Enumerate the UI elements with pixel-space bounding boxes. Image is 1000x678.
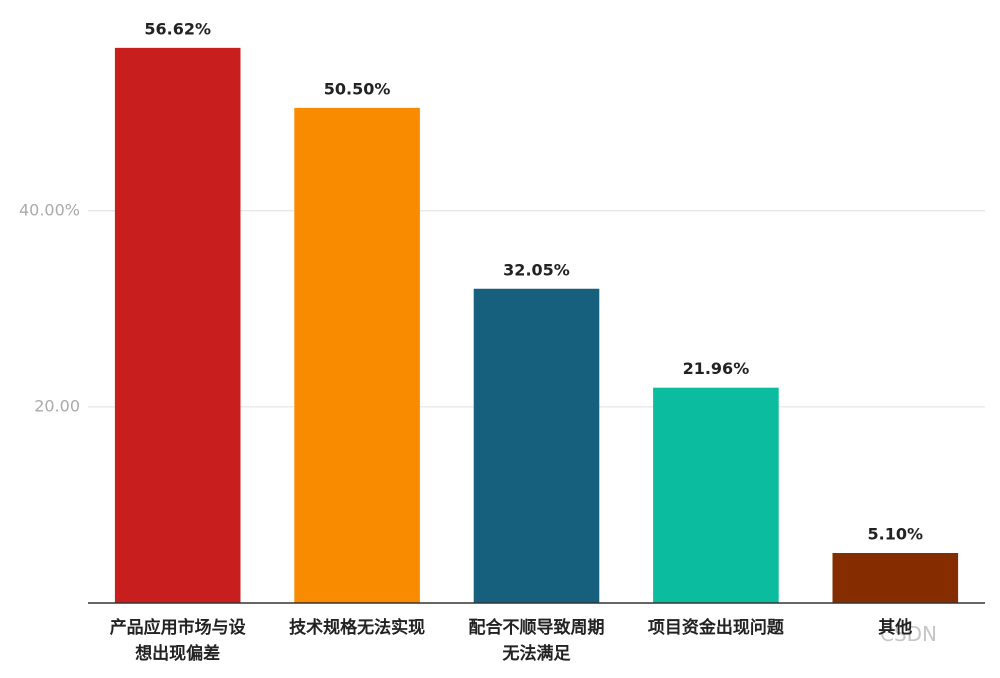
value-label: 32.05% [503,260,570,279]
y-tick-label: 40.00% [19,200,80,219]
x-tick-label: 产品应用市场与设想出现偏差 [109,618,246,664]
value-label: 5.10% [868,524,924,543]
value-label: 21.96% [683,359,750,378]
watermark: CSDN [880,622,938,646]
x-tick-label: 项目资金出现问题 [647,618,784,638]
bar [832,552,959,603]
bar [653,387,779,603]
x-tick-label: 其他 [878,618,913,638]
x-tick-label: 技术规格无法实现 [289,618,426,638]
bar [294,107,420,603]
bar [114,47,241,604]
value-label: 50.50% [324,79,391,98]
value-label: 56.62% [144,19,211,38]
y-tick-label: 20.00 [34,396,80,415]
bar [473,288,600,603]
x-tick-label: 配合不顺导致周期无法满足 [468,618,605,664]
